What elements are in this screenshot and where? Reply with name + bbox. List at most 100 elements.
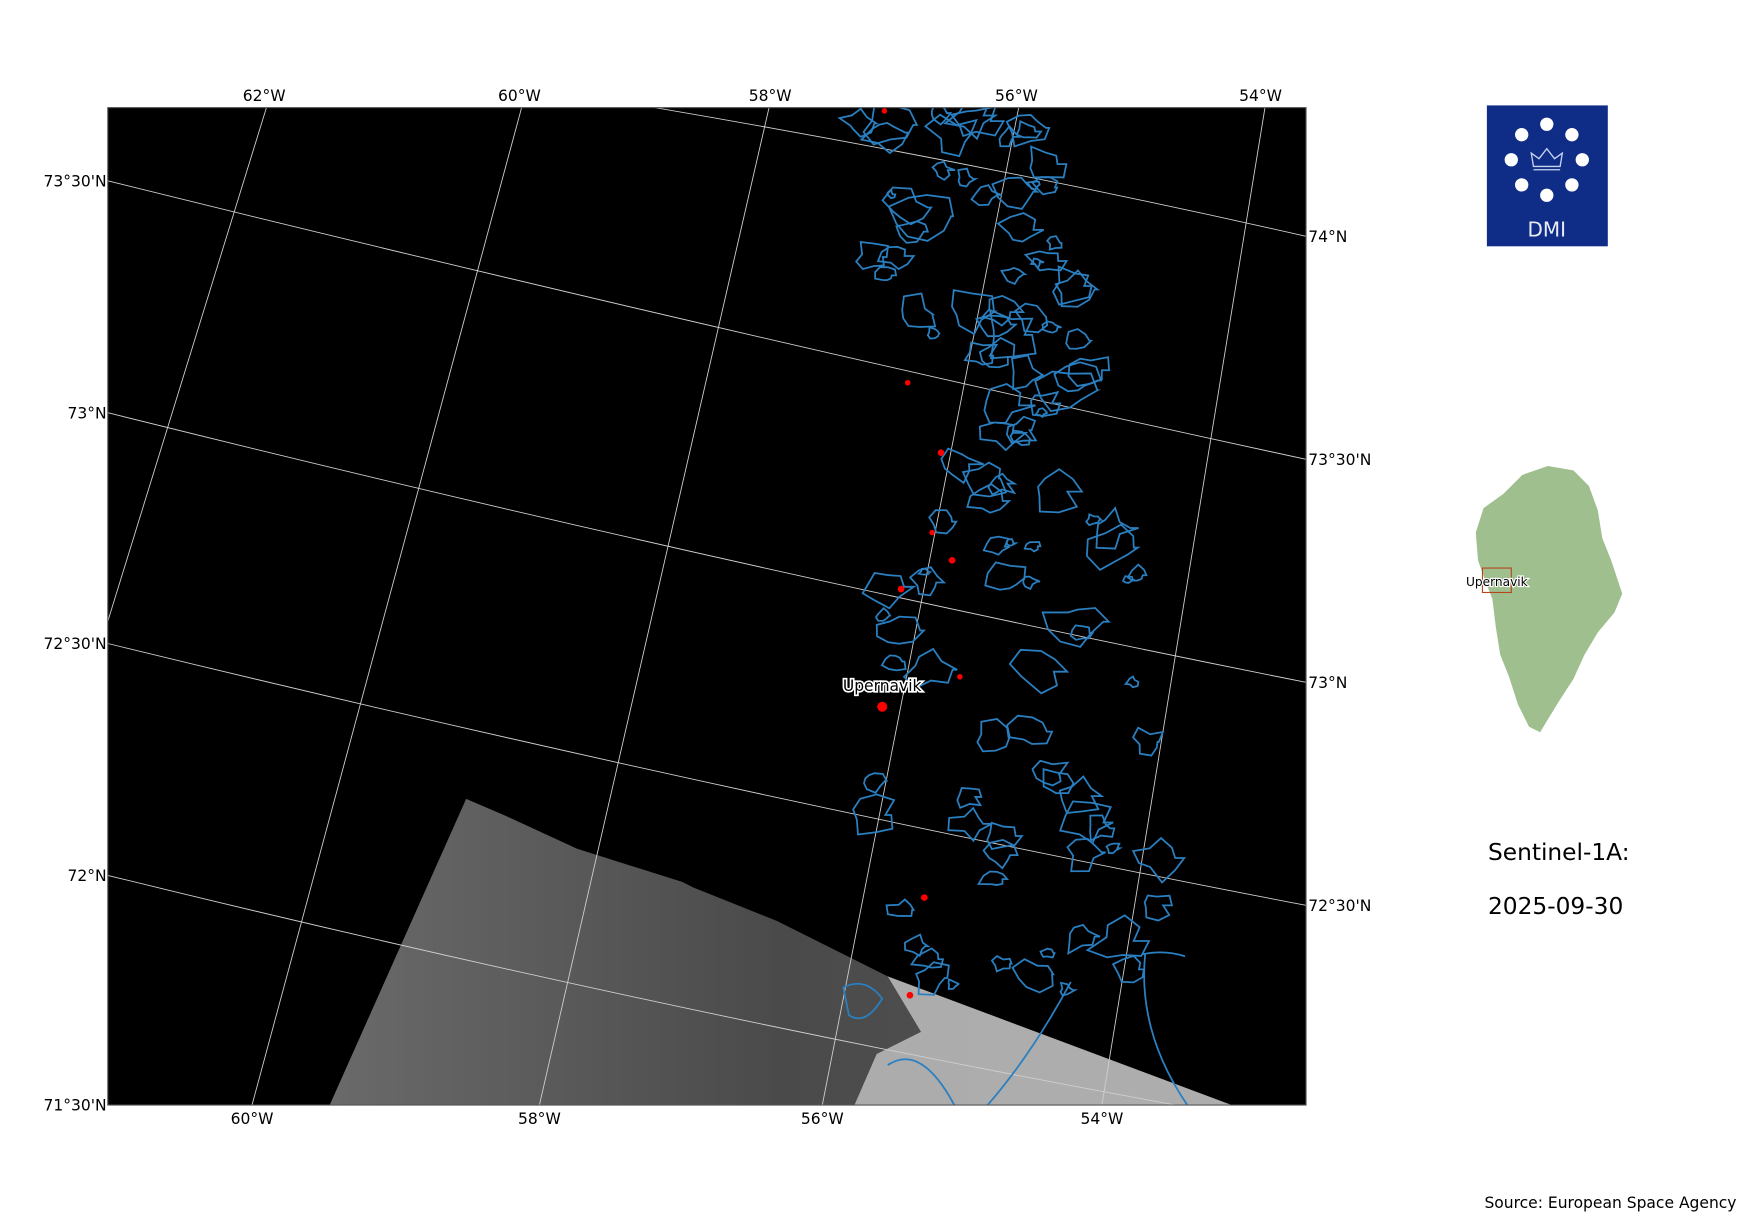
coastline-island	[987, 472, 1018, 496]
coastline-island	[915, 961, 950, 996]
coastline-island	[1013, 302, 1049, 334]
map-frame	[107, 107, 1307, 1106]
coastline-island	[852, 793, 896, 836]
coastline-island	[926, 325, 941, 340]
greenland-landmass	[1475, 465, 1623, 733]
coastline-island	[982, 535, 1011, 556]
logo-dot	[1565, 128, 1579, 142]
coastline-island	[947, 806, 993, 843]
crown-icon	[1530, 147, 1564, 171]
coastline-island	[1131, 726, 1165, 757]
coastline-fjord	[1142, 951, 1189, 1106]
tick-label: 72°30'N	[44, 635, 107, 653]
coastline-island	[1131, 836, 1187, 884]
logo-dot	[1504, 153, 1518, 167]
coastline-island	[874, 266, 898, 282]
settlement-marker	[948, 556, 956, 564]
coastline-island	[1011, 958, 1055, 994]
tick-label: 71°30'N	[44, 1097, 107, 1115]
coastline-island	[1059, 981, 1079, 997]
coastline-island	[854, 240, 889, 271]
tick-label: 73°30'N	[44, 172, 107, 190]
coastline-island	[1066, 837, 1106, 873]
coastline-island	[923, 113, 978, 158]
tick-label: 73°30'N	[1308, 451, 1371, 469]
upernavik-label: Upernavik	[843, 677, 922, 695]
coastline-island	[1022, 575, 1041, 591]
coastline-island	[1105, 842, 1123, 855]
tick-label: 60°W	[498, 87, 541, 105]
tick-label: 56°W	[801, 1110, 844, 1128]
logo-dot	[1575, 153, 1589, 167]
acquisition-date: 2025-09-30	[1488, 893, 1623, 920]
logo-dot	[1515, 128, 1529, 142]
coastline-island	[1042, 767, 1076, 795]
coastline-island	[977, 870, 1010, 886]
coastline-island	[1095, 506, 1139, 550]
coastline-island	[1023, 541, 1042, 553]
coastline-island	[1053, 361, 1103, 393]
coastline-fjord	[887, 1058, 956, 1106]
coastline-fjord	[842, 982, 884, 1020]
tick-label: 72°N	[68, 867, 107, 885]
logo-text: DMI	[1528, 217, 1567, 241]
settlement-marker	[906, 991, 914, 999]
coastline-island	[988, 308, 1037, 360]
coastline-island	[881, 186, 933, 226]
right-tick-labels: 74°N 73°30'N 73°N 72°30'N	[1308, 228, 1371, 915]
coastline-island	[1069, 624, 1095, 641]
coastline-island	[961, 461, 1008, 498]
coastline-island	[1039, 947, 1056, 959]
coastline-island	[908, 566, 947, 597]
coastline-island	[1041, 607, 1111, 648]
coastline-island	[901, 292, 937, 328]
coastline-island	[1121, 575, 1136, 584]
coastline-island	[957, 167, 979, 188]
coastline-island	[982, 838, 1019, 870]
coastline-island	[875, 615, 927, 645]
coastline-fjord	[986, 981, 1072, 1106]
coastline-island	[904, 933, 931, 958]
tick-label: 54°W	[1239, 87, 1282, 105]
settlement-marker	[881, 108, 888, 114]
coastline-island	[902, 647, 958, 689]
coastline-island	[996, 212, 1045, 243]
settlement-marker	[897, 585, 905, 593]
top-tick-labels: 62°W 60°W 58°W 56°W 54°W	[243, 87, 1282, 105]
coastline-island	[1143, 894, 1174, 922]
coastline-island	[991, 176, 1040, 210]
settlement-marker	[937, 449, 945, 456]
settlement-marker	[877, 701, 888, 712]
coastline-island	[1031, 176, 1059, 196]
coastline-island	[998, 124, 1022, 148]
logo-dot	[1515, 178, 1529, 192]
coastline-island	[949, 107, 1006, 138]
coastline-island	[983, 383, 1036, 424]
graticule	[107, 107, 1307, 1106]
coastline-island	[1029, 145, 1068, 179]
coastline-island	[1009, 429, 1032, 447]
coastline-island	[916, 567, 933, 576]
settlements	[877, 108, 963, 999]
sar-land-bright	[854, 976, 1232, 1106]
coastline-island	[963, 341, 999, 366]
coastline-island	[1029, 257, 1045, 270]
coastline-island	[880, 654, 907, 672]
settlement-marker	[929, 529, 935, 536]
coastline-island	[887, 194, 955, 242]
coastline-island	[990, 954, 1013, 973]
settlement-marker	[921, 894, 928, 901]
coastline-island	[1008, 648, 1070, 695]
coastline-island	[837, 107, 880, 138]
map-panel[interactable]: Upernavik	[107, 104, 1307, 1128]
coastline-island	[1058, 800, 1114, 845]
coastline	[837, 107, 1189, 1106]
coastline-island	[1045, 235, 1063, 251]
tick-label: 58°W	[749, 87, 792, 105]
dmi-logo: DMI	[1486, 105, 1608, 247]
greenland-inset: Upernavik	[1465, 465, 1623, 733]
coastline-island	[978, 336, 1016, 369]
coastline-island	[1031, 759, 1070, 787]
settlement-marker	[904, 380, 911, 386]
